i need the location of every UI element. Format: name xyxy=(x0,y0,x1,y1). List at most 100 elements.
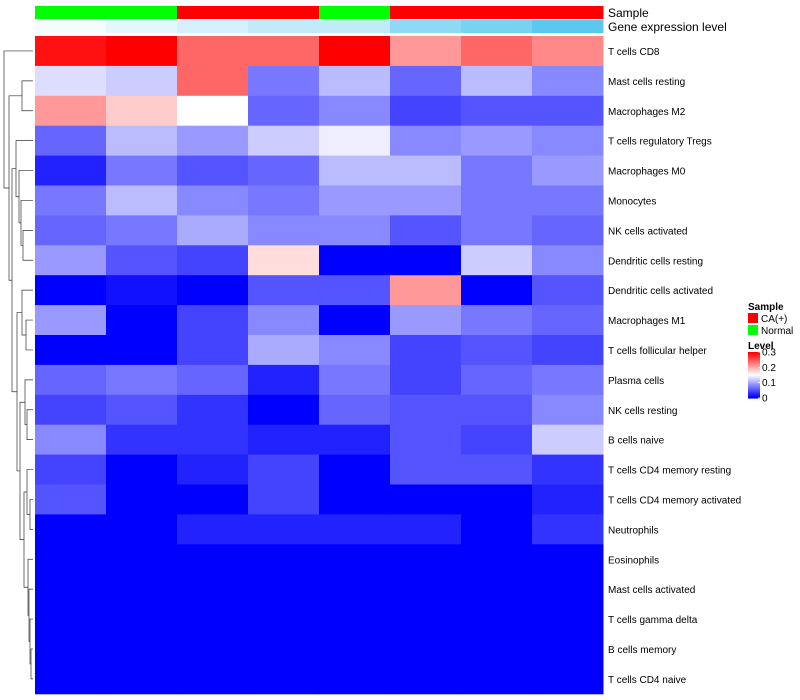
heatmap-cell xyxy=(390,65,462,97)
heatmap-cell xyxy=(177,275,249,306)
row-label: Dendritic cells resting xyxy=(608,256,703,267)
row-label: T cells CD4 memory resting xyxy=(608,466,731,477)
heatmap-cell xyxy=(106,65,178,97)
legend-level-gradient-step xyxy=(748,396,760,399)
heatmap-cell xyxy=(177,245,249,276)
heatmap-cell xyxy=(532,125,604,157)
heatmap-cell xyxy=(461,604,533,635)
row-label: B cells naive xyxy=(608,436,665,447)
heatmap-cell xyxy=(532,574,604,605)
sample-annotation-cell xyxy=(461,6,533,19)
heatmap-cell xyxy=(319,305,391,336)
row-label: Mast cells activated xyxy=(608,585,695,596)
heatmap-cell xyxy=(177,36,249,67)
heatmap-cell xyxy=(319,95,391,127)
heatmap-cell xyxy=(35,185,107,216)
row-label: NK cells resting xyxy=(608,406,677,417)
heatmap-cell xyxy=(177,484,249,515)
legend-level-gradient-step xyxy=(748,392,760,394)
heatmap-cell xyxy=(248,454,320,485)
heatmap-cell xyxy=(319,245,391,276)
heatmap-cell xyxy=(532,275,604,306)
heatmap-cell xyxy=(106,36,178,67)
legend-level-gradient-step xyxy=(748,366,760,369)
heatmap-cell xyxy=(177,574,249,605)
heatmap-cell xyxy=(461,275,533,306)
heatmap-cell xyxy=(248,663,320,695)
dendrogram-branch xyxy=(22,230,33,261)
legend-level-title: Level xyxy=(748,341,774,352)
heatmap-cell xyxy=(248,335,320,366)
heatmap-cell xyxy=(106,125,178,157)
row-label: Dendritic cells activated xyxy=(608,286,713,297)
heatmap-cell xyxy=(248,514,320,545)
legend-level-gradient-step xyxy=(748,354,760,357)
legend-level-gradient-step xyxy=(748,394,760,397)
heatmap-cell xyxy=(248,275,320,306)
heatmap-cell xyxy=(390,275,462,306)
heatmap-cell xyxy=(106,185,178,216)
heatmap-cell xyxy=(106,215,178,246)
heatmap-cell xyxy=(532,155,604,186)
heatmap-cell xyxy=(461,484,533,515)
dendrogram-branch xyxy=(15,140,33,198)
heatmap-cell xyxy=(532,245,604,276)
legend-level-gradient-step xyxy=(748,370,760,373)
heatmap-cell xyxy=(106,394,178,426)
heatmap-cell xyxy=(35,454,107,485)
heatmap-cell xyxy=(106,424,178,456)
heatmap-cell xyxy=(532,335,604,366)
legend-level-gradient-step xyxy=(748,375,760,377)
dendrogram-branch xyxy=(28,588,33,642)
heatmap-cell xyxy=(319,364,391,396)
legend-level-gradient-step xyxy=(748,381,760,384)
legend-level-gradient-step xyxy=(748,369,760,371)
legend-sample-entry: CA(+) xyxy=(761,314,787,325)
heatmap-cell xyxy=(461,544,533,575)
heatmap-cell xyxy=(461,424,533,456)
heatmap-cell xyxy=(248,305,320,336)
heatmap-cell xyxy=(35,634,107,665)
legend-level-gradient-step xyxy=(748,358,760,361)
heatmap-cell xyxy=(461,215,533,246)
row-label: T cells CD4 naive xyxy=(608,675,687,686)
legend-level-gradient-step xyxy=(748,364,760,367)
dendrogram-branch xyxy=(25,319,33,351)
heatmap-cell xyxy=(177,215,249,246)
heatmap-cell xyxy=(35,245,107,276)
heatmap-cell xyxy=(106,634,178,665)
row-label: Macrophages M1 xyxy=(608,316,686,327)
heatmap-cell xyxy=(461,305,533,336)
legend-level-gradient-step xyxy=(748,355,760,358)
heatmap-cell xyxy=(532,305,604,336)
heatmap-cell xyxy=(35,95,107,127)
heatmap-cell xyxy=(532,514,604,545)
legend-level-gradient-step xyxy=(748,387,760,390)
heatmap-cell xyxy=(461,394,533,426)
expression-annotation-cell xyxy=(177,20,249,33)
dendrogram-branch xyxy=(16,312,22,472)
heatmap-cell xyxy=(319,574,391,605)
heatmap-cell xyxy=(461,95,533,127)
legend-level-gradient-step xyxy=(748,395,760,398)
legend-level-gradient-step xyxy=(748,373,760,376)
legend-level-tick-label: 0.1 xyxy=(762,378,776,389)
heatmap-cell xyxy=(106,275,178,306)
legend-level-gradient-step xyxy=(748,360,760,362)
heatmap-cell xyxy=(532,95,604,127)
expression-annotation-cell xyxy=(319,20,391,33)
heatmap-cell xyxy=(390,95,462,127)
heatmap-cell xyxy=(532,65,604,97)
heatmap-cell xyxy=(177,604,249,635)
row-label: T cells regulatory Tregs xyxy=(608,137,712,148)
heatmap-cell xyxy=(390,335,462,366)
legend-level-gradient-step xyxy=(748,377,760,380)
dendrogram-branch xyxy=(21,80,33,112)
legend-level-gradient-step xyxy=(748,388,760,391)
heatmap-cell xyxy=(177,125,249,157)
legend-level-gradient-step xyxy=(748,361,760,363)
row-label: T cells CD8 xyxy=(608,47,660,58)
legend-level-gradient-step xyxy=(748,386,760,389)
legend-level-gradient-step xyxy=(748,353,760,355)
